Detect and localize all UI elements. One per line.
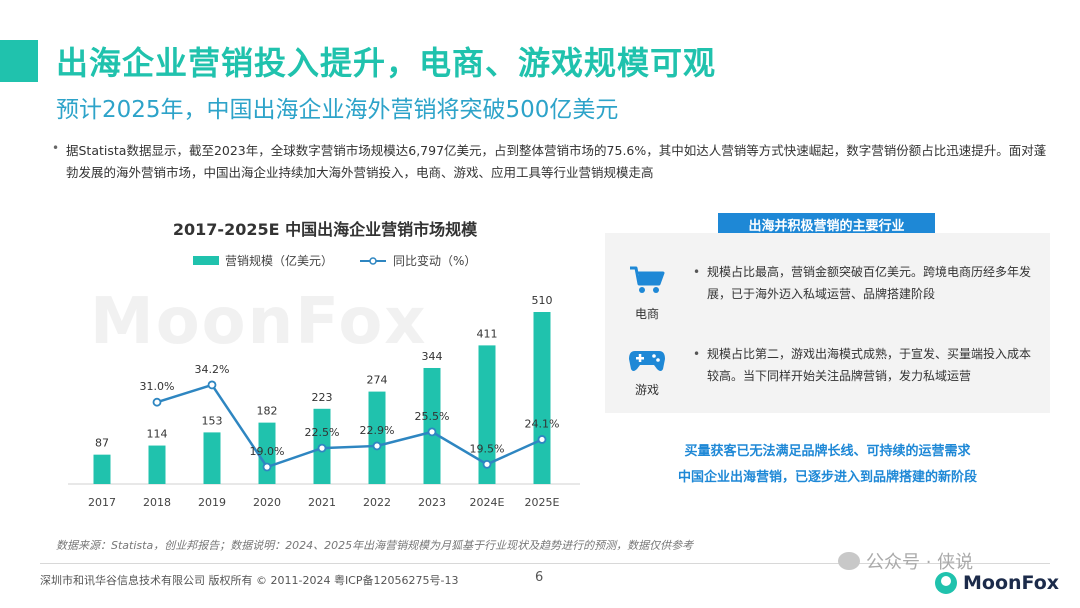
brand-name: MoonFox (963, 572, 1060, 594)
page-title: 出海企业营销投入提升，电商、游戏规模可观 (56, 44, 717, 82)
bar (93, 454, 111, 484)
bar (203, 432, 221, 484)
page-number: 6 (535, 570, 544, 585)
yoy-value-label: 19.5% (470, 442, 505, 455)
chart-legend: 营销规模（亿美元） 同比变动（%） (193, 252, 476, 269)
x-tick-label: 2020 (253, 496, 281, 509)
bullet-dot: • (693, 347, 701, 361)
yoy-point (207, 380, 217, 390)
industry-panel: 电商 • 规模占比最高，营销金额突破百亿美元。跨境电商历经多年发展，已于海外迈入… (605, 233, 1050, 413)
yoy-value-label: 31.0% (140, 380, 175, 393)
legend-bar-label: 营销规模（亿美元） (225, 254, 334, 268)
x-tick-label: 2018 (143, 496, 171, 509)
footer-copyright: 深圳市和讯华谷信息技术有限公司 版权所有 © 2011-2024 粤ICP备12… (40, 574, 459, 587)
legend-item-bar: 营销规模（亿美元） (193, 252, 333, 269)
bar-value-label: 182 (257, 405, 278, 418)
x-tick-label: 2022 (363, 496, 391, 509)
moonfox-logo-icon (935, 572, 957, 594)
yoy-point (317, 443, 327, 453)
bar (148, 445, 166, 484)
yoy-value-label: 34.2% (195, 363, 230, 376)
bar-value-label: 153 (202, 414, 223, 427)
bar (423, 367, 441, 484)
yoy-line (156, 383, 543, 469)
footer-divider (40, 563, 1050, 564)
bar-value-label: 114 (147, 428, 168, 441)
yoy-value-label: 24.1% (525, 417, 560, 430)
bar (368, 391, 386, 484)
industry-label-gaming: 游戏 (634, 383, 659, 397)
x-tick-label: 2017 (88, 496, 116, 509)
bar-value-label: 223 (312, 391, 333, 404)
yoy-value-label: 25.5% (415, 410, 450, 423)
callout-2: 中国企业出海营销，已逐步进入到品牌搭建的新阶段 (677, 470, 977, 485)
wechat-text: 公众号 · 侠说 (866, 552, 974, 573)
brand-logo: MoonFox (935, 572, 1059, 594)
callout-1: 买量获客已无法满足品牌长线、可持续的运营需求 (684, 444, 971, 459)
x-tick-label: 2025E (525, 496, 560, 509)
legend-bar-swatch (193, 256, 219, 265)
yoy-point (262, 462, 272, 472)
x-tick-label: 2023 (418, 496, 446, 509)
chart-title: 2017-2025E 中国出海企业营销市场规模 (172, 220, 478, 239)
bar-value-label: 274 (367, 374, 388, 387)
bullet-dot: • (693, 265, 701, 279)
x-tick-label: 2019 (198, 496, 226, 509)
legend-line-swatch (360, 256, 387, 265)
industry-label-ecommerce: 电商 (634, 307, 659, 321)
yoy-value-label: 22.5% (305, 426, 340, 439)
wechat-watermark: 公众号 · 侠说 (838, 548, 973, 574)
bar-value-label: 411 (477, 327, 498, 340)
legend-line-label: 同比变动（%） (393, 254, 477, 268)
bar (478, 345, 496, 484)
yoy-point (537, 435, 547, 444)
yoy-value-label: 19.0% (250, 445, 285, 458)
industry-text-gaming: 规模占比第二，游戏出海模式成熟，于宣发、买量端投入成本较高。当下同样开始关注品牌… (707, 347, 1032, 383)
yoy-point (152, 397, 162, 407)
market-size-chart: 87 2017 114 2018 153 2019 182 2020 223 2021 274 202… (68, 294, 580, 509)
bar (533, 312, 551, 484)
legend-item-line: 同比变动（%） (359, 252, 476, 269)
intro-paragraph: 据Statista数据显示，截至2023年，全球数字营销市场规模达6,797亿美… (66, 143, 1047, 180)
yoy-point (372, 441, 382, 451)
bar-value-label: 87 (95, 437, 109, 450)
yoy-value-label: 22.9% (360, 424, 395, 437)
data-source-note: 数据来源：Statista，创业邦报告；数据说明：2024、2025年出海营销规… (56, 539, 694, 552)
bar-value-label: 344 (422, 350, 443, 363)
bar-value-label: 510 (532, 294, 553, 307)
watermark: MoonFox (90, 285, 428, 359)
yoy-point (482, 459, 492, 469)
title-accent-bar (0, 40, 38, 82)
bar (258, 422, 276, 484)
gamepad-icon (629, 351, 665, 371)
page-subtitle: 预计2025年，中国出海企业海外营销将突破500亿美元 (56, 97, 619, 123)
x-tick-label: 2021 (308, 496, 336, 509)
shopping-cart-icon (630, 266, 665, 293)
x-tick-label: 2024E (470, 496, 505, 509)
yoy-point (427, 427, 437, 437)
industry-text-ecommerce: 规模占比最高，营销金额突破百亿美元。跨境电商历经多年发展，已于海外迈入私域运营、… (707, 265, 1032, 301)
bullet-dot: • (52, 141, 60, 155)
wechat-icon (838, 552, 860, 570)
